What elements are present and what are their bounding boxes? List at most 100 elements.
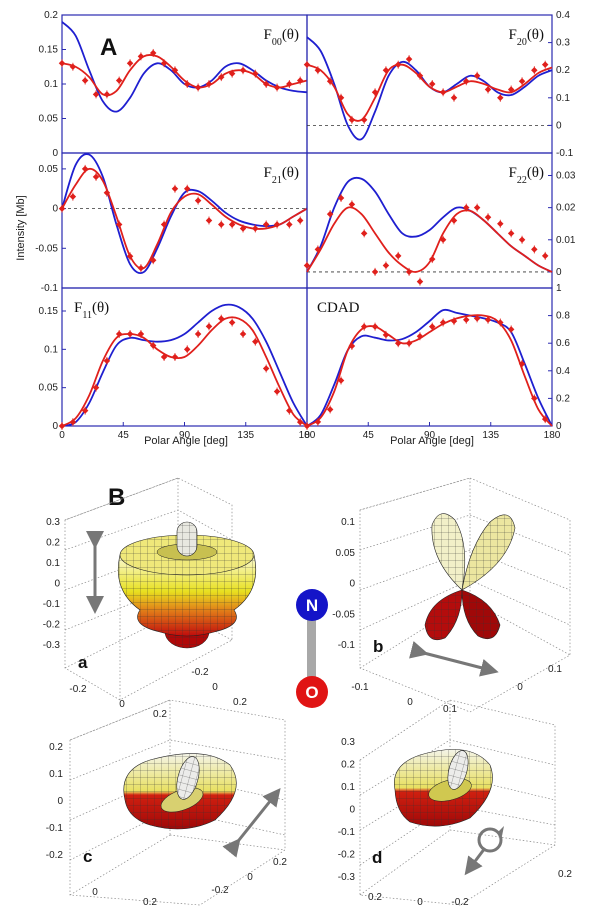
- data-point: [194, 197, 202, 204]
- data-point: [286, 407, 293, 414]
- data-point: [239, 66, 247, 74]
- b-side-tick: 0.2: [233, 697, 247, 708]
- data-point: [92, 384, 100, 391]
- y-tick-label: 0.4: [556, 10, 570, 21]
- data-point: [348, 116, 356, 124]
- b-y-tick: 0.1: [341, 782, 355, 793]
- y-tick-label: 0.15: [39, 45, 59, 56]
- data-point: [81, 77, 89, 84]
- data-point: [228, 70, 236, 77]
- subplot-2: -0.1 -0.05 0 0.05 F21(θ): [35, 152, 308, 294]
- y-tick-label: 0: [556, 421, 562, 432]
- y-tick-label: -0.1: [41, 283, 59, 294]
- b-x-tick: -0.2: [451, 897, 469, 908]
- data-point: [149, 256, 157, 264]
- y-tick-label: 1: [556, 283, 562, 294]
- b-x-tick: -0.2: [69, 684, 87, 695]
- data-point: [252, 70, 259, 77]
- data-point: [171, 185, 179, 192]
- data-point: [326, 406, 334, 413]
- data-point: [252, 225, 259, 232]
- data-point: [507, 230, 515, 237]
- data-point: [371, 268, 379, 276]
- data-point: [92, 173, 100, 181]
- data-point: [217, 221, 225, 228]
- y-tick-label: 0.3: [556, 38, 570, 49]
- panel-a: A Intensity [Mb] Polar Angle [deg] Polar…: [15, 10, 576, 447]
- y-tick-label: 0: [52, 421, 58, 432]
- data-point: [205, 80, 213, 88]
- data-point: [371, 323, 379, 330]
- data-point: [360, 230, 368, 237]
- data-point: [126, 252, 134, 260]
- data-point: [58, 422, 66, 430]
- fit-curve: [61, 167, 308, 270]
- data-point: [217, 315, 225, 322]
- b-y-tick: -0.2: [46, 850, 64, 861]
- data-point: [428, 80, 436, 88]
- panel-a-label: A: [100, 34, 117, 61]
- b-y-tick: -0.1: [46, 823, 64, 834]
- data-point: [337, 194, 345, 202]
- data-point: [303, 422, 311, 430]
- y-tick-label: 0.03: [556, 171, 576, 182]
- fit-curve: [61, 53, 308, 97]
- subplot-3: 0 0.01 0.02 0.03 F22(θ): [303, 152, 576, 289]
- x-tick-label: 135: [482, 430, 499, 441]
- subplot-title: F20(θ): [508, 27, 544, 48]
- data-point: [541, 61, 549, 68]
- data-point: [296, 217, 304, 224]
- data-point: [69, 193, 77, 200]
- b-side-tick: 0.2: [273, 857, 287, 868]
- theory-curve: [61, 303, 308, 427]
- x-tick-label: 90: [424, 430, 436, 441]
- x-tick-label: 0: [59, 430, 65, 441]
- b-y-tick: -0.3: [338, 872, 356, 883]
- b-y-tick: 0: [54, 579, 60, 590]
- data-point: [405, 268, 413, 276]
- fit-curve: [306, 314, 553, 427]
- subplot-0: 0 0.05 0.1 0.15 0.2 F00(θ): [39, 10, 308, 159]
- data-point: [171, 353, 179, 361]
- data-point: [239, 225, 247, 232]
- y-tick-label: 0.01: [556, 235, 576, 246]
- y-tick-label: 0.2: [556, 393, 570, 404]
- data-point: [115, 221, 123, 228]
- data-point: [382, 66, 390, 74]
- data-point: [416, 333, 424, 340]
- data-point: [484, 316, 492, 323]
- data-point: [228, 319, 236, 326]
- b-x-tick: 0: [407, 697, 413, 708]
- y-tick-label: 0.2: [44, 10, 58, 21]
- frame-b: [359, 477, 571, 713]
- data-point: [194, 330, 202, 338]
- b-side-tick: -0.2: [211, 885, 229, 896]
- data-point: [103, 189, 111, 196]
- data-point: [405, 339, 413, 347]
- data-point: [394, 252, 402, 260]
- subpanel-letter: d: [372, 848, 382, 867]
- data-point: [326, 77, 334, 85]
- data-point: [58, 60, 66, 67]
- data-point: [450, 94, 458, 102]
- data-point: [518, 236, 526, 244]
- data-point: [296, 418, 304, 426]
- data-point: [428, 323, 436, 330]
- b-x-tick: 0.2: [143, 897, 157, 908]
- data-point: [149, 342, 157, 349]
- data-point: [194, 84, 202, 91]
- b-side-tick: 0: [247, 872, 253, 883]
- y-tick-label: 0: [556, 120, 562, 131]
- atom-top-label: N: [306, 596, 318, 615]
- data-point: [348, 201, 356, 208]
- data-point: [103, 357, 111, 365]
- data-point: [484, 86, 492, 93]
- data-point: [348, 342, 356, 350]
- data-point: [382, 262, 390, 269]
- subpanel-letter: b: [373, 637, 383, 656]
- y-tick-label: 0.1: [44, 79, 58, 90]
- y-tick-label: 0.02: [556, 203, 576, 214]
- data-point: [439, 89, 447, 96]
- panel-b-label: B: [108, 484, 125, 511]
